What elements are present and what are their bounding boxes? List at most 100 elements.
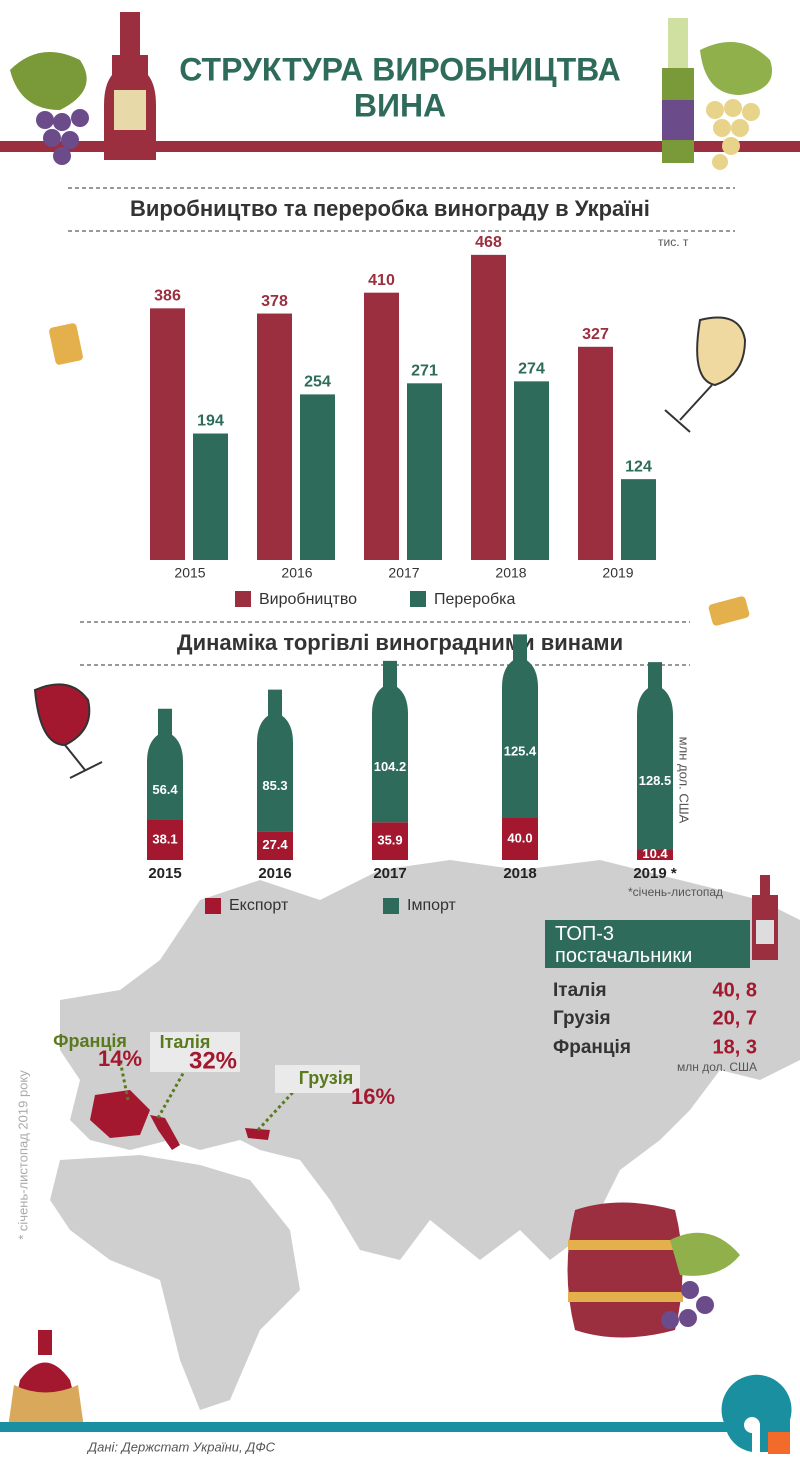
country-name: Італія (160, 1032, 211, 1052)
legend-swatch (410, 591, 426, 607)
bottle-segment (637, 849, 673, 860)
grapes-left (10, 12, 156, 165)
x-tick-label: 2019 (602, 565, 633, 581)
top3-value: 20, 7 (713, 1007, 757, 1029)
cork (49, 323, 83, 365)
bottle-segment (502, 818, 538, 860)
x-tick-label: 2015 (174, 565, 205, 581)
bottle-segment (147, 760, 183, 820)
bar (471, 254, 506, 560)
data-label: 386 (154, 288, 181, 305)
x-tick-label: 2016 (281, 565, 312, 581)
bottle-segment (502, 686, 538, 818)
cork (708, 596, 750, 626)
grapes-right (662, 18, 772, 170)
legend-label: Імпорт (407, 897, 457, 914)
bottle-segment (257, 831, 293, 860)
data-label: 85.3 (262, 778, 287, 793)
legend-label: Переробка (434, 591, 516, 608)
bottle-segment (147, 819, 183, 860)
bottle-small (752, 875, 778, 960)
bar (300, 394, 335, 560)
source: Дані: Держстат України, ДФС (86, 1439, 276, 1454)
bar (514, 381, 549, 560)
logo (721, 1374, 792, 1454)
data-label: 410 (368, 272, 395, 289)
top3-value: 18, 3 (713, 1036, 757, 1058)
country-name: Франція (53, 1031, 127, 1051)
data-label: 327 (582, 326, 609, 343)
top3-country: Грузія (553, 1008, 611, 1029)
footer-stripe (0, 1422, 740, 1432)
country-share: 14% (98, 1046, 142, 1071)
data-label: 104.2 (374, 759, 407, 774)
top3-title: ТОП-3 постачальники (545, 920, 750, 968)
unit: млн дол. США (677, 737, 692, 824)
bar (407, 383, 442, 560)
bottle-neck (637, 662, 673, 716)
top3-country: Італія (553, 980, 607, 1001)
legend-swatch (235, 591, 251, 607)
x-tick-label: 2017 (388, 565, 419, 581)
bar (257, 313, 292, 560)
data-label: 124 (625, 458, 652, 475)
bottle-segment (372, 712, 408, 823)
legend-label: Виробництво (259, 591, 357, 608)
data-label: 125.4 (504, 744, 537, 759)
data-label: 10.4 (642, 846, 668, 861)
top3-value: 40, 8 (713, 979, 757, 1001)
header-stripe (0, 141, 800, 152)
title-line-2: ВИНА (354, 87, 446, 123)
data-label: 38.1 (152, 831, 177, 846)
map-note: * січень-листопад 2019 року (15, 1070, 30, 1240)
top3-unit: млн дол. США (677, 1060, 757, 1074)
data-label: 468 (475, 234, 502, 251)
legend-swatch (205, 898, 221, 914)
data-label: 128.5 (639, 773, 672, 788)
wine-glass-red (33, 683, 103, 779)
bottle-segment (637, 714, 673, 850)
data-label: 271 (411, 363, 438, 380)
x-tick-label: 2015 (148, 865, 181, 882)
bottle-segment (257, 741, 293, 832)
bottle-neck (502, 634, 538, 688)
note: *січень-листопад (628, 885, 723, 899)
bottle-neck (257, 689, 293, 743)
data-label: 27.4 (262, 837, 288, 852)
top3-country: Франція (553, 1037, 631, 1058)
jug (8, 1330, 84, 1428)
x-tick-label: 2018 (495, 565, 526, 581)
bottle-neck (372, 660, 408, 714)
country-share: 32% (189, 1047, 237, 1074)
chart-title: Динаміка торгівлі виноградними винами (177, 630, 623, 655)
legend-swatch (383, 898, 399, 914)
title-line-1: СТРУКТУРА ВИРОБНИЦТВА (179, 51, 621, 87)
x-tick-label: 2019 * (633, 865, 677, 882)
data-label: 254 (304, 374, 331, 391)
data-label: 194 (197, 413, 224, 430)
legend-label: Експорт (229, 897, 289, 914)
barrel (567, 1202, 740, 1338)
data-label: 40.0 (507, 830, 532, 845)
bar (193, 433, 228, 560)
country-share: 16% (351, 1084, 395, 1109)
wine-glass-white (664, 316, 747, 433)
bottle-neck (147, 708, 183, 762)
data-label: 378 (261, 293, 288, 310)
unit: тис. т (658, 235, 689, 249)
chart-title: Виробництво та переробка винограду в Укр… (130, 196, 650, 221)
bar (364, 292, 399, 560)
x-tick-label: 2016 (258, 865, 291, 882)
x-tick-label: 2018 (503, 865, 536, 882)
data-label: 56.4 (152, 782, 178, 797)
bar (150, 308, 185, 560)
data-label: 35.9 (377, 833, 402, 848)
bar (621, 479, 656, 560)
bottle-segment (372, 822, 408, 860)
x-tick-label: 2017 (373, 865, 406, 882)
data-label: 274 (518, 361, 545, 378)
bar (578, 346, 613, 560)
country-name: Грузія (299, 1068, 354, 1088)
